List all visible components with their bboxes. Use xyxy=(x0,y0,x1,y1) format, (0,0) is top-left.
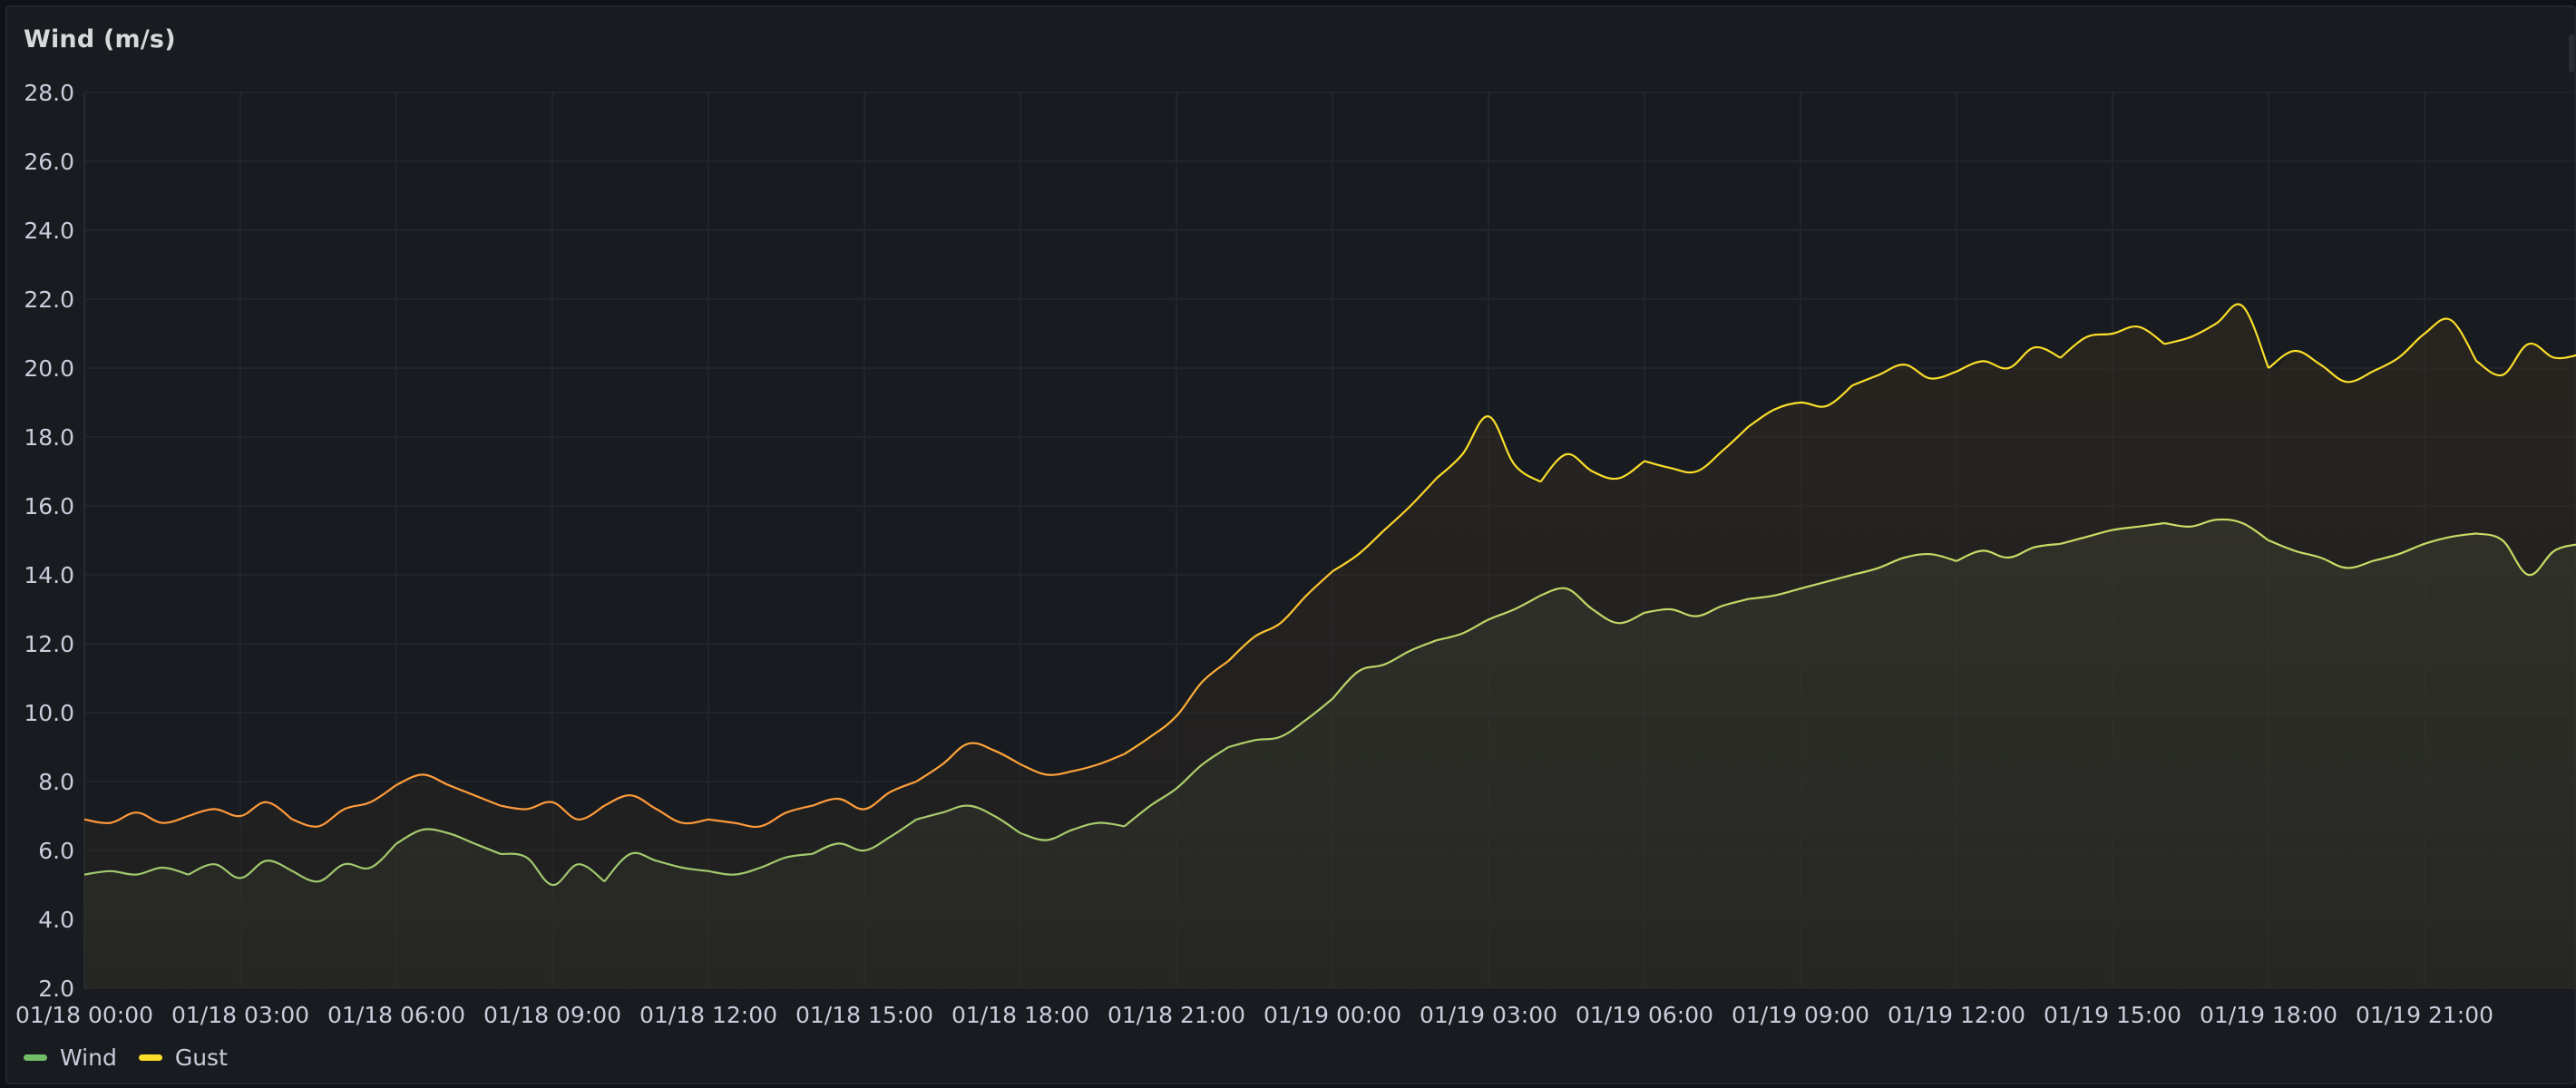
series-line-segment xyxy=(500,801,605,821)
series-line-gust[interactable] xyxy=(83,175,2576,828)
panel-title[interactable]: Wind (m/s) xyxy=(24,25,176,53)
panel-header[interactable]: Wind (m/s) xyxy=(7,7,2574,73)
x-tick-label: 01/18 12:00 xyxy=(639,1002,777,1028)
y-tick-label: 22.0 xyxy=(24,287,74,313)
series-line-segment xyxy=(291,783,397,828)
series-line-segment xyxy=(1020,753,1126,776)
series-line-segment xyxy=(1332,477,1438,573)
series-line-segment xyxy=(707,804,813,828)
x-axis-ticks: 01/18 00:00 01/18 03:00 01/18 06:00 01/18 0… xyxy=(15,1002,2493,1028)
series-line-segment xyxy=(2164,303,2270,369)
series-line-segment xyxy=(83,866,190,876)
series-line-segment xyxy=(1644,597,1749,617)
x-tick-label: 01/19 21:00 xyxy=(2356,1002,2493,1028)
legend-item-gust[interactable]: Gust xyxy=(138,1044,228,1071)
series-line-segment xyxy=(2475,342,2576,377)
series-line-segment xyxy=(291,842,397,883)
series-line-segment xyxy=(812,818,917,855)
series-line-segment xyxy=(2164,518,2269,541)
y-tick-label: 12.0 xyxy=(24,631,74,657)
series-line-segment xyxy=(1020,821,1125,841)
x-tick-label: 01/19 18:00 xyxy=(2200,1002,2337,1028)
series-line-segment xyxy=(188,860,293,879)
series-line-segment xyxy=(1124,746,1229,828)
series-line-segment xyxy=(2372,532,2477,562)
y-tick-label: 28.0 xyxy=(24,80,74,106)
panel-resize-handle[interactable] xyxy=(2569,34,2574,73)
legend-swatch-gust xyxy=(138,1054,162,1061)
series-line-segment xyxy=(1644,425,1750,474)
series-line-segment xyxy=(1436,594,1541,642)
series-line-segment xyxy=(916,804,1021,834)
x-tick-label: 01/19 09:00 xyxy=(1732,1002,1869,1028)
series-line-segment xyxy=(603,851,709,882)
x-tick-label: 01/18 21:00 xyxy=(1107,1002,1245,1028)
x-tick-label: 01/18 06:00 xyxy=(327,1002,465,1028)
x-tick-label: 01/19 15:00 xyxy=(2044,1002,2181,1028)
y-tick-label: 10.0 xyxy=(24,700,74,726)
series-line-segment xyxy=(2476,532,2576,577)
x-tick-label: 01/19 06:00 xyxy=(1576,1002,1713,1028)
series-line-segment xyxy=(83,811,190,824)
series-line-segment xyxy=(1124,660,1229,755)
series-line-segment xyxy=(2060,521,2165,545)
series-line-segment xyxy=(500,852,605,887)
series-line-segment xyxy=(2059,325,2165,359)
series-line-segment xyxy=(1332,639,1438,700)
series-line-segment xyxy=(1539,452,1645,483)
series-line-segment xyxy=(2268,539,2374,569)
series-line-segment xyxy=(395,828,502,855)
series-line-segment xyxy=(1851,364,1957,387)
x-tick-label: 01/18 09:00 xyxy=(483,1002,621,1028)
legend: Wind Gust xyxy=(24,1044,228,1071)
series-line-segment xyxy=(707,852,813,876)
y-tick-label: 18.0 xyxy=(24,424,74,451)
series-line-segment xyxy=(1228,697,1333,749)
series-line-segment xyxy=(603,794,709,825)
legend-item-wind[interactable]: Wind xyxy=(24,1044,117,1071)
series-line-segment xyxy=(395,773,502,807)
x-tick-label: 01/18 18:00 xyxy=(951,1002,1089,1028)
series-line-segment xyxy=(1539,587,1645,625)
series-line-segment xyxy=(1748,384,1854,428)
series-areas xyxy=(84,304,2576,988)
series-line-segment xyxy=(812,780,917,811)
series-line-segment xyxy=(1852,552,1957,577)
y-tick-label: 14.0 xyxy=(24,562,74,588)
x-tick-label: 01/19 12:00 xyxy=(1888,1002,2025,1028)
series-line-segment xyxy=(1956,542,2061,562)
legend-swatch-wind xyxy=(24,1054,47,1061)
y-tick-label: 24.0 xyxy=(24,218,74,244)
series-line-segment xyxy=(188,801,293,821)
series-line-wind[interactable] xyxy=(83,392,2576,887)
x-tick-label: 01/18 15:00 xyxy=(795,1002,933,1028)
y-tick-label: 16.0 xyxy=(24,493,74,520)
series-line-segment xyxy=(1435,415,1541,483)
series-line-segment xyxy=(2372,317,2478,373)
series-line-segment xyxy=(1956,345,2062,373)
x-tick-label: 01/18 03:00 xyxy=(171,1002,309,1028)
legend-label-wind: Wind xyxy=(60,1044,117,1071)
y-tick-label: 2.0 xyxy=(38,976,74,1002)
x-tick-label: 01/19 03:00 xyxy=(1420,1002,1557,1028)
y-tick-label: 8.0 xyxy=(38,769,74,795)
series-line-segment xyxy=(2268,349,2374,384)
series-line-segment xyxy=(1227,570,1333,662)
x-tick-label: 01/19 00:00 xyxy=(1264,1002,1401,1028)
series-lines xyxy=(83,175,2576,887)
y-tick-label: 26.0 xyxy=(24,149,74,175)
series-line-segment xyxy=(915,742,1021,782)
y-tick-label: 20.0 xyxy=(24,355,74,382)
series-line-segment xyxy=(1748,573,1853,600)
y-tick-label: 6.0 xyxy=(38,838,74,864)
x-tick-label: 01/18 00:00 xyxy=(15,1002,153,1028)
y-axis-ticks: 2.0 4.0 6.0 8.0 10.0 12.0 14.0 16.0 18.0 20.0 22.0… xyxy=(24,80,74,1002)
y-tick-label: 4.0 xyxy=(38,907,74,933)
legend-label-gust: Gust xyxy=(174,1044,228,1071)
